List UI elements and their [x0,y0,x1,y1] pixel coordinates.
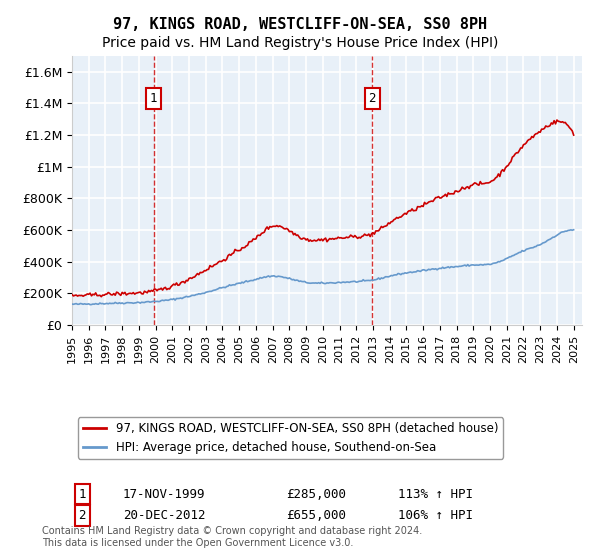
Text: Price paid vs. HM Land Registry's House Price Index (HPI): Price paid vs. HM Land Registry's House … [102,36,498,50]
Text: 2: 2 [79,509,86,522]
Text: 1: 1 [150,92,157,105]
Text: 113% ↑ HPI: 113% ↑ HPI [398,488,473,501]
Text: £285,000: £285,000 [286,488,346,501]
Legend: 97, KINGS ROAD, WESTCLIFF-ON-SEA, SS0 8PH (detached house), HPI: Average price, : 97, KINGS ROAD, WESTCLIFF-ON-SEA, SS0 8P… [78,417,503,459]
Text: 1: 1 [79,488,86,501]
Text: 17-NOV-1999: 17-NOV-1999 [123,488,205,501]
Text: 2: 2 [368,92,376,105]
Text: 106% ↑ HPI: 106% ↑ HPI [398,509,473,522]
Text: £655,000: £655,000 [286,509,346,522]
Text: 97, KINGS ROAD, WESTCLIFF-ON-SEA, SS0 8PH: 97, KINGS ROAD, WESTCLIFF-ON-SEA, SS0 8P… [113,17,487,32]
Text: 20-DEC-2012: 20-DEC-2012 [123,509,205,522]
Text: Contains HM Land Registry data © Crown copyright and database right 2024.
This d: Contains HM Land Registry data © Crown c… [42,526,422,548]
